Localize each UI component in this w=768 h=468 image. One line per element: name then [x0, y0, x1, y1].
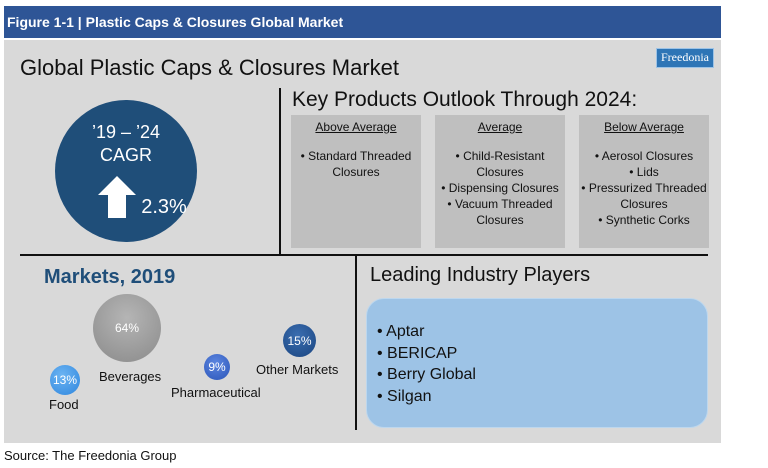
cagr-label: CAGR	[99, 145, 152, 165]
players-box: • Aptar • BERICAP • Berry Global • Silga…	[366, 298, 708, 428]
product-item: • Pressurized Threaded Closures	[581, 181, 707, 211]
main-title: Global Plastic Caps & Closures Market	[20, 55, 400, 80]
markets-title: Markets, 2019	[44, 266, 176, 288]
source-note: Source: The Freedonia Group	[4, 448, 177, 463]
column-heading: Above Average	[315, 120, 397, 134]
bubble-beverages: 64%	[93, 294, 161, 362]
cagr-circle: ’19 – ’24 CAGR 2.3%	[55, 100, 197, 242]
freedonia-logo: Freedonia	[656, 48, 714, 68]
product-item: • Child-Resistant Closures	[455, 149, 545, 179]
column-heading: Average	[477, 120, 523, 134]
player-item: • Silgan	[377, 387, 432, 405]
outlook-column-above-average: Above Average • Standard Threaded Closur…	[291, 115, 421, 248]
outlook-column-average: Average • Child-Resistant Closures • Dis…	[435, 115, 565, 248]
product-item: • Vacuum Threaded Closures	[447, 197, 553, 227]
divider	[20, 254, 708, 256]
label-beverages: Beverages	[99, 369, 162, 384]
divider	[279, 88, 281, 255]
bubble-other-markets: 15%	[283, 324, 316, 357]
divider	[355, 255, 357, 430]
bubble-food: 13%	[50, 365, 80, 395]
players-title: Leading Industry Players	[370, 264, 591, 286]
up-arrow-icon	[98, 176, 136, 218]
product-item: • Dispensing Closures	[441, 181, 559, 195]
label-other-markets: Other Markets	[256, 362, 339, 377]
label-pharmaceutical: Pharmaceutical	[171, 385, 261, 400]
column-heading: Below Average	[604, 120, 684, 134]
product-item: • Synthetic Corks	[598, 213, 690, 227]
outlook-title: Key Products Outlook Through 2024:	[292, 88, 638, 111]
player-item: • BERICAP	[377, 344, 458, 362]
outlook-column-below-average: Below Average • Aerosol Closures • Lids …	[579, 115, 709, 248]
product-item: • Lids	[629, 165, 659, 179]
player-item: • Aptar	[377, 323, 425, 340]
cagr-value: 2.3%	[141, 196, 187, 218]
cagr-period: ’19 – ’24	[91, 122, 161, 142]
product-item: • Standard Threaded Closures	[300, 149, 412, 179]
bubble-pharmaceutical: 9%	[204, 354, 230, 380]
product-item: • Aerosol Closures	[594, 149, 694, 163]
figure-header: Figure 1-1 | Plastic Caps & Closures Glo…	[4, 6, 721, 38]
player-item: • Berry Global	[377, 366, 476, 383]
label-food: Food	[49, 397, 79, 412]
